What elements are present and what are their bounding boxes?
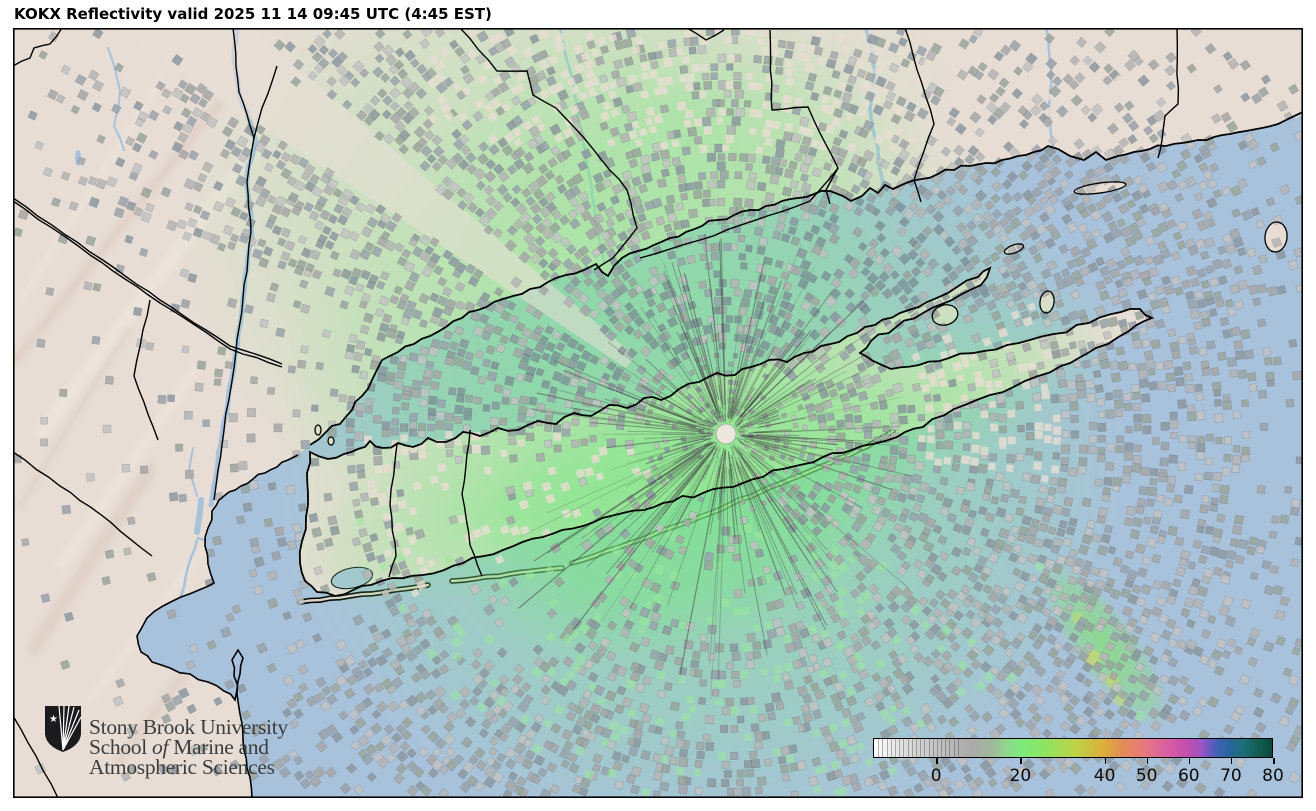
colorbar-segment-line bbox=[894, 739, 896, 757]
colorbar-segment-line bbox=[899, 739, 901, 757]
shield-star-icon: ★ bbox=[49, 714, 58, 725]
radar-site-dot bbox=[715, 423, 737, 445]
borders-coastlines-layer bbox=[13, 28, 1303, 798]
colorbar-segment-line bbox=[882, 739, 884, 757]
logo-line-1: Stony Brook University bbox=[89, 715, 288, 739]
colorbar-segment-line bbox=[903, 739, 905, 757]
colorbar-segment-line bbox=[945, 739, 947, 757]
colorbar-segment-line bbox=[953, 739, 955, 757]
logo-line-2: School of Marine and bbox=[89, 735, 269, 759]
colorbar-segment-line bbox=[920, 739, 922, 757]
beam-blockage-wedge bbox=[113, 28, 635, 368]
colorbar-segment-line bbox=[949, 739, 951, 757]
colorbar-segment-line bbox=[878, 739, 880, 757]
logo-line-3: Atmospheric Sciences bbox=[89, 755, 275, 779]
ct-coastline bbox=[309, 111, 1303, 446]
colorbar-segment-line bbox=[936, 739, 938, 757]
sbu-logo: ★ Stony Brook University School of Marin… bbox=[44, 705, 288, 779]
clutter-speckle-layer bbox=[13, 28, 1303, 798]
radar-map-canvas bbox=[13, 28, 1303, 798]
colorbar-segment-line bbox=[928, 739, 930, 757]
long-island-coastline bbox=[298, 266, 1155, 597]
sbu-shield-icon: ★ bbox=[45, 705, 82, 752]
colorbar-segment-line bbox=[890, 739, 892, 757]
colorbar-segment-line bbox=[932, 739, 934, 757]
colorbar-segment-line bbox=[911, 739, 913, 757]
radar-map bbox=[13, 28, 1303, 798]
nj-coastline bbox=[136, 454, 299, 798]
colorbar-segment-line bbox=[941, 739, 942, 757]
map-frame-border bbox=[13, 28, 1303, 798]
colorbar-segment-line bbox=[957, 739, 959, 757]
colorbar-segment-line bbox=[915, 739, 917, 757]
colorbar-segment-line bbox=[886, 739, 888, 757]
reflectivity-colorbar bbox=[873, 738, 1273, 758]
sbu-logo-text: Stony Brook University School of Marine … bbox=[89, 715, 288, 779]
radial-spokes-layer bbox=[518, 233, 913, 700]
page-title: KOKX Reflectivity valid 2025 11 14 09:45… bbox=[14, 5, 492, 23]
colorbar-segment-line bbox=[924, 739, 926, 757]
colorbar-segment-line bbox=[907, 739, 909, 757]
